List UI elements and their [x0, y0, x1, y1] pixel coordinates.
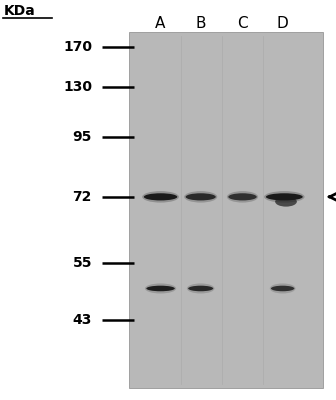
Ellipse shape	[274, 286, 291, 290]
Ellipse shape	[144, 193, 177, 200]
Text: KDa: KDa	[3, 4, 35, 18]
Text: 43: 43	[73, 313, 92, 327]
Text: 72: 72	[73, 190, 92, 204]
Ellipse shape	[142, 191, 179, 202]
Ellipse shape	[270, 194, 298, 200]
Ellipse shape	[145, 284, 176, 294]
Ellipse shape	[264, 191, 304, 202]
Text: A: A	[155, 16, 166, 31]
Ellipse shape	[148, 194, 173, 200]
Ellipse shape	[186, 193, 216, 200]
Ellipse shape	[227, 191, 258, 202]
Text: 95: 95	[73, 130, 92, 144]
Ellipse shape	[275, 195, 294, 199]
Text: D: D	[277, 16, 289, 31]
Ellipse shape	[146, 286, 175, 291]
Text: 170: 170	[63, 40, 92, 54]
Ellipse shape	[154, 287, 168, 290]
Ellipse shape	[184, 191, 217, 202]
Ellipse shape	[190, 194, 212, 200]
Ellipse shape	[232, 194, 253, 200]
Text: C: C	[237, 16, 248, 31]
Ellipse shape	[236, 195, 250, 199]
Ellipse shape	[150, 286, 171, 290]
Ellipse shape	[275, 197, 297, 207]
Ellipse shape	[277, 287, 289, 290]
Text: 55: 55	[73, 256, 92, 270]
Ellipse shape	[270, 284, 296, 294]
Ellipse shape	[152, 195, 169, 199]
Ellipse shape	[228, 193, 257, 200]
Ellipse shape	[187, 284, 214, 294]
Ellipse shape	[188, 286, 213, 291]
Ellipse shape	[191, 286, 210, 290]
Ellipse shape	[271, 286, 294, 291]
Bar	[129, 32, 323, 388]
Ellipse shape	[195, 287, 207, 290]
Ellipse shape	[266, 193, 303, 200]
Ellipse shape	[193, 195, 208, 199]
Text: B: B	[196, 16, 206, 31]
Text: 130: 130	[63, 80, 92, 94]
